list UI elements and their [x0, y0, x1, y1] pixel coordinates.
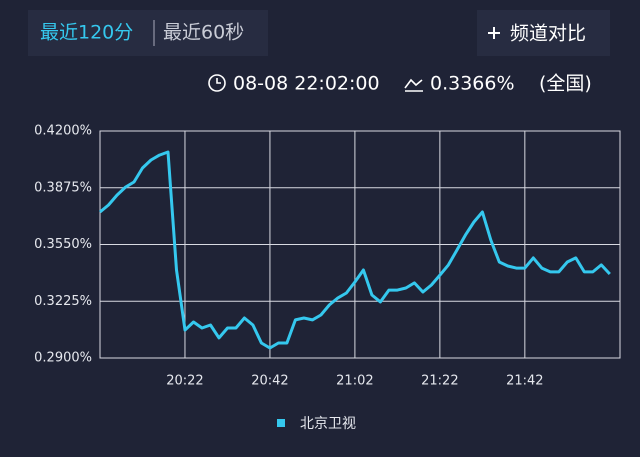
- x-tick-label: 20:42: [251, 374, 288, 389]
- y-tick-label: 0.3225%: [34, 294, 92, 309]
- info-scope: (全国): [539, 73, 592, 95]
- rating-icon: [404, 78, 423, 92]
- tab-bar: [28, 10, 268, 56]
- x-tick-label: 21:02: [336, 374, 373, 389]
- clock-hand: [216, 78, 221, 84]
- x-tick-label: 21:22: [421, 374, 458, 389]
- plus-icon: [488, 27, 500, 39]
- tab-active[interactable]: 最近120分: [40, 22, 133, 44]
- y-tick-label: 0.3875%: [34, 180, 92, 195]
- line-series: [99, 150, 611, 350]
- chart: 0.2900% 0.3225% 0.3550% 0.3875% 0.4200% 20:22…: [34, 124, 621, 432]
- tab[interactable]: 最近60秒: [163, 22, 244, 44]
- legend-swatch: [277, 419, 285, 427]
- x-tick-label: 21:42: [506, 374, 543, 389]
- info-rating: 0.3366%: [430, 73, 515, 95]
- y-tick-label: 0.4200%: [34, 124, 92, 139]
- y-tick-label: 0.3550%: [34, 237, 92, 252]
- clock-icon: [208, 74, 226, 92]
- y-tick-label: 0.2900%: [34, 351, 92, 366]
- legend-label: 北京卫视: [300, 416, 356, 432]
- compare-label[interactable]: 频道对比: [510, 23, 586, 45]
- info-time: 08-08 22:02:00: [233, 73, 380, 95]
- x-tick-label: 20:22: [166, 374, 203, 389]
